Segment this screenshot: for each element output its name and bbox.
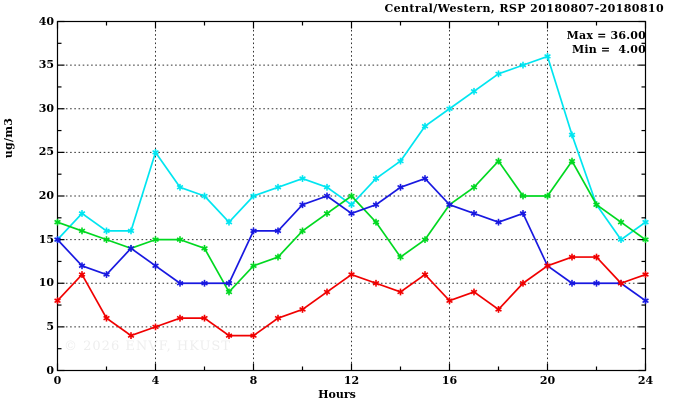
x-tick-label: 20 (539, 374, 556, 387)
y-tick-label: 5 (46, 319, 54, 333)
y-tick-label: 30 (38, 101, 54, 115)
x-tick-label: 8 (249, 374, 258, 387)
y-tick-label: 35 (38, 58, 54, 72)
x-tick-label: 24 (637, 374, 654, 387)
y-tick-label: 20 (38, 189, 54, 202)
y-tick-label: 0 (46, 363, 54, 377)
x-tick-label: 4 (151, 374, 160, 387)
x-tick-label: 12 (343, 374, 360, 387)
x-axis-tick-labels: 0 4 8 12 16 20 24 (0, 374, 674, 394)
chart-title: Central/Western, RSP 20180807-20180810 (384, 2, 664, 15)
y-tick-label: 40 (38, 14, 54, 28)
y-tick-label: 25 (38, 145, 54, 159)
series-red (54, 253, 649, 339)
x-axis-label: Hours (318, 388, 356, 401)
max-annotation: Max = 36.00 (566, 29, 646, 42)
y-tick-label: 10 (38, 276, 54, 290)
x-tick-label: 0 (53, 374, 62, 387)
min-annotation: Min = 4.00 (571, 43, 646, 56)
y-tick-label: 15 (38, 232, 54, 246)
y-axis-tick-labels: 0 5 10 15 20 25 30 35 40 (28, 0, 54, 409)
series-cyan (54, 53, 649, 244)
x-tick-label: 16 (441, 374, 458, 387)
